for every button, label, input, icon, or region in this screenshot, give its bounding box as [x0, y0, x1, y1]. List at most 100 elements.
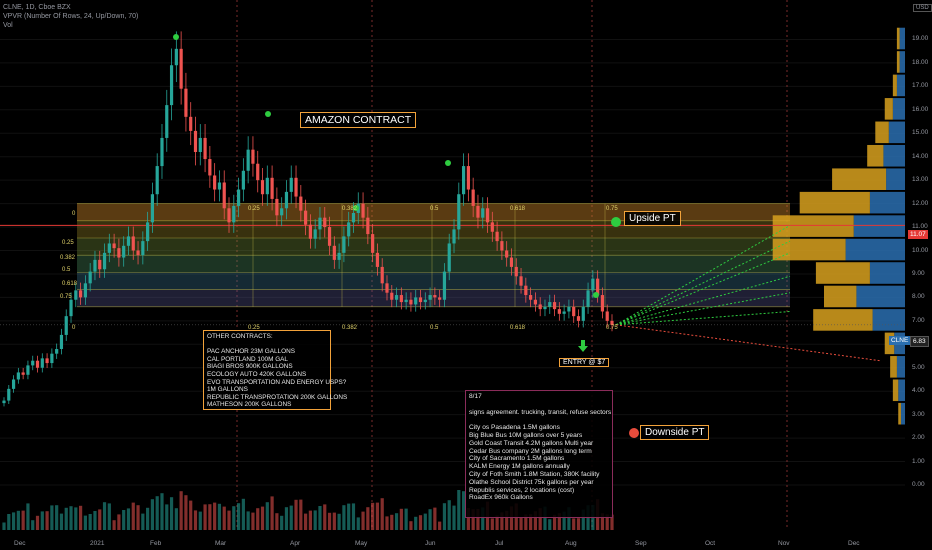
volume-bar	[203, 504, 207, 530]
vpvr-down-bar	[898, 402, 901, 425]
candle-body	[500, 241, 504, 251]
note-line	[469, 416, 609, 424]
candle-body	[533, 299, 538, 305]
volume-bar	[505, 510, 509, 530]
volume-bar	[270, 496, 274, 530]
signal-dot	[593, 292, 599, 298]
price-tick-label: 4.00	[912, 387, 925, 395]
price-tick-label: 13.00	[912, 176, 929, 184]
amazon-contract-label: AMAZON CONTRACT	[300, 112, 417, 128]
note-line: City of Foth Smith 1.8M Station, 380K fa…	[469, 470, 600, 478]
candle-body	[347, 222, 351, 237]
volume-bar	[524, 514, 528, 530]
price-tick-label: 15.00	[912, 129, 929, 137]
volume-label[interactable]: Vol	[3, 22, 13, 29]
volume-bar	[567, 507, 571, 530]
volume-bar	[327, 512, 332, 530]
vpvr-up-bar	[899, 27, 905, 50]
volume-bar	[380, 498, 384, 530]
volume-bar	[146, 507, 150, 530]
candle-body	[241, 170, 245, 190]
volume-bar	[112, 520, 116, 530]
vpvr-up-bar	[869, 262, 905, 284]
volume-bar	[490, 518, 494, 530]
candle-body	[505, 250, 509, 258]
volume-bar	[557, 513, 561, 530]
volume-bar	[428, 509, 432, 530]
candle-body	[509, 257, 514, 267]
fib-level-label: 0.618	[510, 325, 526, 331]
volume-bar	[442, 503, 447, 530]
indicator-line[interactable]: VPVR (Number Of Rows, 24, Up/Down, 70)	[3, 13, 139, 20]
time-tick-label: Mar	[215, 540, 227, 547]
note-line: City os Pasadena 1.5M gallons	[469, 424, 560, 432]
candle-body	[485, 208, 490, 223]
vpvr-up-bar	[845, 238, 905, 261]
candle-body	[74, 290, 78, 300]
fib-band	[77, 255, 790, 273]
volume-bar	[217, 503, 222, 530]
candle-body	[131, 236, 135, 251]
candle-body	[399, 295, 403, 303]
candle-body	[433, 295, 437, 298]
note-line: REPUBLIC TRANSPROTATION 200K GALLONS	[207, 393, 348, 401]
candle-body	[423, 299, 427, 303]
volume-bar	[414, 516, 418, 530]
volume-bar	[332, 512, 336, 530]
volume-bar	[174, 508, 178, 530]
volume-bar	[16, 510, 20, 530]
volume-bar	[275, 513, 279, 530]
candle-body	[189, 116, 193, 131]
candle-body	[442, 271, 447, 300]
candle-body	[586, 290, 590, 307]
volume-bar	[284, 507, 289, 530]
note-line	[469, 401, 609, 409]
volume-bar	[347, 503, 351, 530]
volume-bar	[356, 517, 360, 530]
volume-bar	[141, 513, 145, 530]
candle-body	[270, 177, 274, 199]
candle-body	[160, 137, 164, 167]
volume-bar	[543, 506, 547, 530]
time-tick-label: Apr	[290, 540, 301, 547]
candle-body	[366, 217, 370, 235]
candle-body	[457, 194, 461, 230]
candle-body	[404, 299, 408, 303]
volume-bar	[232, 506, 236, 530]
volume-bar	[169, 497, 174, 530]
volume-bar	[280, 515, 284, 530]
volume-bar	[308, 510, 312, 530]
volume-bar	[299, 499, 303, 530]
note-line: Olathe School District 75k gallons per y…	[469, 478, 594, 486]
candle-body	[318, 217, 322, 230]
candle-body	[256, 163, 260, 181]
fib-band	[77, 203, 790, 221]
symbol-line[interactable]: CLNE, 1D, Cboe BZX	[3, 4, 71, 11]
candle-body	[591, 278, 595, 291]
volume-bar	[98, 509, 102, 530]
volume-bar	[59, 513, 64, 530]
vpvr-down-bar	[867, 144, 884, 167]
volume-bar	[78, 505, 83, 530]
volume-bar	[155, 496, 159, 530]
candle-body	[260, 180, 265, 195]
candle-body	[50, 353, 54, 364]
candle-body	[122, 245, 126, 258]
volume-bar	[438, 521, 442, 530]
volume-bar	[241, 498, 245, 530]
volume-bar	[117, 514, 121, 530]
vpvr-down-bar	[884, 98, 893, 120]
candle-body	[452, 229, 456, 244]
currency-badge[interactable]: USD	[913, 4, 932, 12]
vpvr-down-bar	[832, 168, 887, 190]
candle-body	[342, 236, 346, 253]
candle-body	[251, 149, 255, 164]
vpvr-down-bar	[772, 238, 846, 261]
volume-bar	[122, 510, 126, 530]
candle-body	[126, 236, 131, 246]
candle-body	[543, 306, 547, 310]
volume-bar	[35, 515, 40, 530]
vpvr-up-bar	[872, 309, 905, 331]
volume-bar	[375, 502, 380, 530]
